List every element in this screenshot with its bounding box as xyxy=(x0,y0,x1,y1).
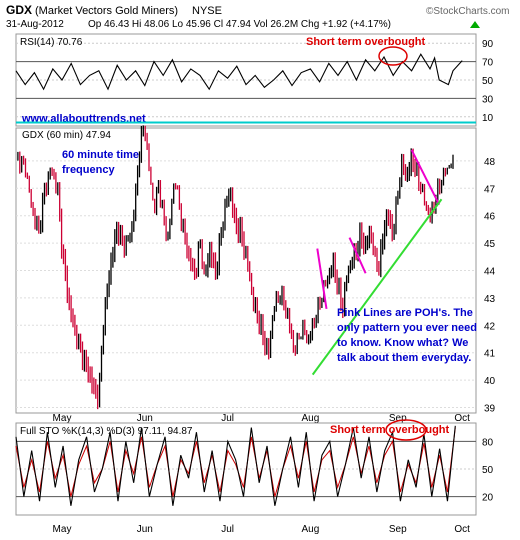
price-tick-41: 41 xyxy=(484,349,496,360)
rsi-overbought-circle xyxy=(378,46,408,66)
header-source: ©StockCharts.com xyxy=(426,6,510,17)
poh-line-2 xyxy=(348,237,367,274)
price-tick-42: 42 xyxy=(484,321,496,332)
price-tick-45: 45 xyxy=(484,239,496,250)
rsi-series-line xyxy=(15,53,463,91)
rsi-panel: 10 30 50 70 90 RSI(14) 70.76 Short term over… xyxy=(15,33,494,127)
header-symbol: GDX xyxy=(6,3,32,17)
poh-note-line-2: only pattern you ever need xyxy=(337,322,477,334)
sto-panel: 20 50 80 Full STO %K(14,3) %D(3) 97.11, 94… xyxy=(15,419,494,535)
price-xtick-may: May xyxy=(53,413,72,424)
rsi-y-axis: 10 30 50 70 90 xyxy=(482,39,494,124)
price-tick-44: 44 xyxy=(484,267,496,278)
price-y-axis: 39 40 41 42 43 44 45 46 47 48 xyxy=(484,157,496,415)
rsi-tick-90: 90 xyxy=(482,39,494,50)
price-xtick-aug: Aug xyxy=(302,413,320,424)
timeframe-line-1: 60 minute time xyxy=(62,149,139,161)
sto-overbought-circle xyxy=(385,419,427,441)
sto-xtick-oct: Oct xyxy=(454,524,470,535)
sto-xtick-aug: Aug xyxy=(302,524,320,535)
header-date: 31-Aug-2012 xyxy=(6,19,64,30)
rsi-overbought-label: Short term overbought xyxy=(306,36,426,48)
green-trendline xyxy=(311,198,443,376)
price-xtick-sep: Sep xyxy=(389,413,407,424)
sto-xtick-sep: Sep xyxy=(389,524,407,535)
price-tick-48: 48 xyxy=(484,157,496,168)
price-bars xyxy=(17,125,454,410)
rsi-tick-30: 30 xyxy=(482,94,494,105)
price-tick-39: 39 xyxy=(484,404,496,415)
sto-tick-80: 80 xyxy=(482,437,494,448)
rsi-legend: RSI(14) 70.76 xyxy=(20,37,83,48)
price-x-axis: May Jun Jul Aug Sep Oct xyxy=(53,413,471,424)
sto-y-axis: 20 50 80 xyxy=(482,437,494,503)
sto-x-axis: May Jun Jul Aug Sep Oct xyxy=(53,524,471,535)
quote-up-arrow-icon xyxy=(470,21,480,28)
poh-note-line-3: to know. Know what? We xyxy=(337,337,468,349)
price-grid xyxy=(16,160,476,409)
rsi-grid xyxy=(16,42,476,118)
poh-line-1 xyxy=(316,248,328,310)
sto-overbought-label: Short term overbought xyxy=(330,424,450,436)
header-name: (Market Vectors Gold Miners) xyxy=(35,5,178,17)
sto-xtick-jul: Jul xyxy=(221,524,234,535)
sto-tick-20: 20 xyxy=(482,493,494,504)
sto-k-line xyxy=(15,425,456,506)
price-tick-43: 43 xyxy=(484,294,496,305)
sto-xtick-may: May xyxy=(53,524,72,535)
poh-note-line-1: Pink Lines are POH's. The xyxy=(337,307,473,319)
poh-note-line-4: talk about them everyday. xyxy=(337,352,471,364)
price-xtick-jul: Jul xyxy=(221,413,234,424)
rsi-tick-10: 10 xyxy=(482,113,494,124)
poh-pink-lines xyxy=(316,149,441,310)
price-tick-46: 46 xyxy=(484,212,496,223)
sto-tick-50: 50 xyxy=(482,465,494,476)
rsi-tick-70: 70 xyxy=(482,58,494,69)
price-legend: GDX (60 min) 47.94 xyxy=(22,130,111,141)
price-xtick-jun: Jun xyxy=(137,413,153,424)
rsi-tick-50: 50 xyxy=(482,76,494,87)
price-xtick-oct: Oct xyxy=(454,413,470,424)
price-tick-47: 47 xyxy=(484,184,496,195)
poh-line-3 xyxy=(410,149,441,206)
sto-xtick-jun: Jun xyxy=(137,524,153,535)
header-quote: Op 46.43 Hi 48.06 Lo 45.96 Cl 47.94 Vol … xyxy=(88,19,391,30)
price-tick-40: 40 xyxy=(484,376,496,387)
sto-legend: Full STO %K(14,3) %D(3) 97.11, 94.87 xyxy=(20,426,193,437)
header-exchange: NYSE xyxy=(192,5,222,17)
timeframe-line-2: frequency xyxy=(62,164,115,176)
